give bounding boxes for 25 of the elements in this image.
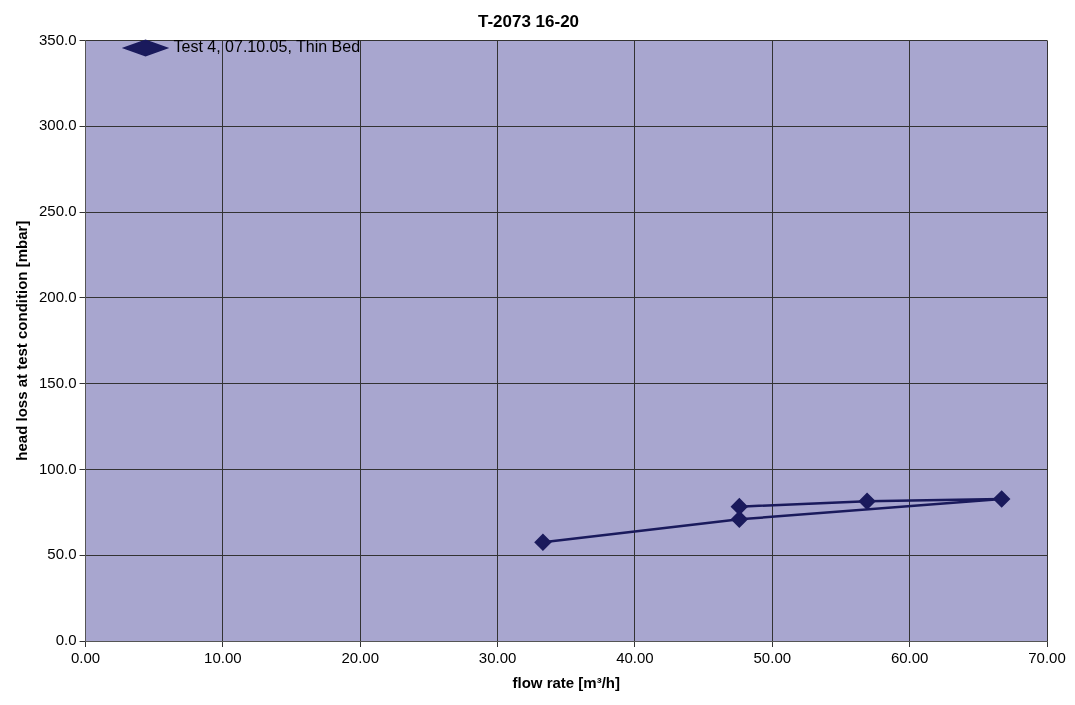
point: [731, 511, 748, 528]
x-tick-label: 10.00: [204, 649, 242, 667]
point: [858, 493, 876, 510]
x-tick-label: 50.00: [753, 649, 792, 667]
y-tick-label: 300.0: [38, 116, 77, 134]
legend-label: Test 4, 07.10.05, Thin Bed: [173, 38, 361, 56]
y-tick-label: 200.0: [38, 287, 77, 305]
x-tick-label: 0.00: [70, 649, 101, 667]
point: [731, 498, 748, 515]
y-tick-label: 250.0: [38, 202, 77, 220]
x-tick-label: 40.00: [616, 649, 654, 667]
y-tick-label: 0.0: [55, 631, 77, 649]
y-tick-label: 50.0: [47, 545, 77, 563]
y-tick-label: 350.0: [38, 30, 77, 48]
x-tick-label: 20.00: [341, 649, 380, 667]
y-tick-label: 100.0: [38, 459, 77, 477]
point: [993, 490, 1010, 508]
x-axis-title: flow rate [m³/h]: [512, 674, 621, 692]
x-tick-label: 60.00: [890, 649, 929, 667]
y-axis-title: head loss at test condition [mbar]: [13, 220, 31, 461]
chart-title: T-2073 16-20: [477, 11, 580, 31]
point: [534, 534, 552, 551]
y-tick-label: 150.0: [38, 373, 77, 391]
x-tick-label: 30.00: [478, 649, 517, 667]
x-tick-label: 70.00: [1028, 649, 1066, 667]
